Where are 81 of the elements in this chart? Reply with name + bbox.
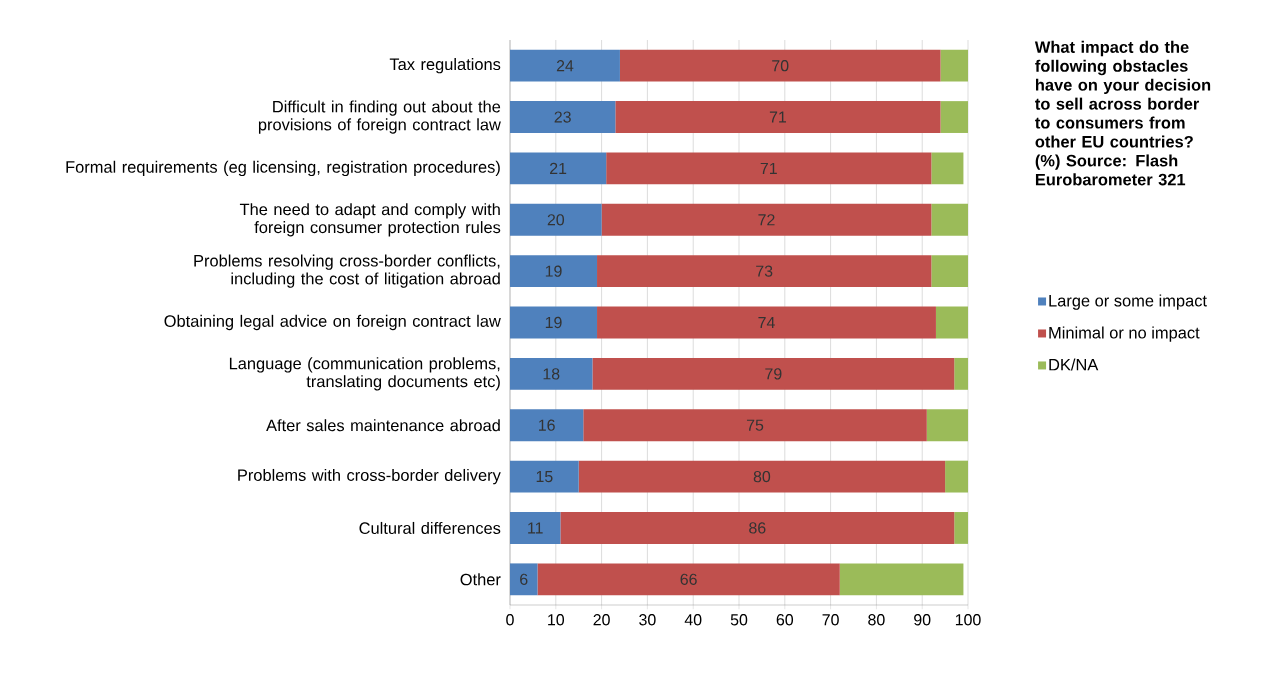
- data-label: 86: [749, 522, 766, 534]
- x-tick-label: 10: [548, 614, 565, 626]
- bar: [578, 460, 946, 493]
- bar: [954, 357, 969, 390]
- data-label: 73: [756, 265, 773, 277]
- bar: [945, 460, 969, 493]
- data-label: 24: [556, 60, 574, 72]
- data-label: 18: [543, 368, 560, 380]
- bar: [931, 152, 964, 185]
- bar: [940, 101, 969, 133]
- text: What impact do the following obstacles have on your decision to sell across border to consumers from other EU countries? (%) Source: Flash Eurobarometer 321: [1034, 40, 1211, 186]
- data-label: 71: [760, 162, 777, 174]
- bar: [510, 357, 593, 390]
- x-tick-label: 100: [955, 614, 981, 626]
- x-tick-label: 30: [639, 614, 656, 626]
- x-tick-label: 80: [868, 614, 885, 626]
- data-label: 23: [554, 111, 571, 123]
- bar: [583, 409, 927, 442]
- y-tick-label: Problems with cross-border delivery: [238, 468, 501, 485]
- data-label: 21: [550, 162, 567, 174]
- data-label: 75: [746, 419, 764, 431]
- x-tick-label: 0: [506, 614, 514, 626]
- data-label: 80: [753, 470, 771, 483]
- data-label: 16: [539, 419, 555, 431]
- bar: [510, 152, 607, 185]
- data-label: 6: [520, 573, 528, 585]
- legend-label: DK/NA: [1049, 358, 1099, 371]
- bar: [615, 101, 941, 133]
- x-tick-label: 60: [776, 614, 794, 626]
- x-tick-label: 90: [914, 614, 931, 626]
- x-tick-label: 50: [730, 614, 748, 626]
- bar: [510, 460, 579, 493]
- bar: [510, 203, 602, 236]
- y-tick-label: Tax regulations: [389, 58, 501, 74]
- bar: [560, 512, 955, 544]
- legend-label: Large or some impact: [1049, 294, 1207, 310]
- data-label: 74: [758, 317, 775, 328]
- bar: [537, 563, 840, 596]
- bar: [510, 306, 598, 339]
- y-tick-label: The need to adapt and comply with foreign consumer protection rules: [239, 203, 501, 237]
- x-tick-label: 20: [593, 614, 610, 626]
- data-label: 15: [536, 471, 553, 483]
- bar: [597, 255, 932, 288]
- y-tick-label: Obtaining legal advice on foreign contract law: [164, 314, 501, 331]
- y-tick-label: After sales maintenance abroad: [266, 419, 500, 432]
- data-label: 20: [547, 214, 565, 226]
- bar: [592, 357, 955, 390]
- bar: [510, 409, 584, 442]
- legend-label: Minimal or no impact: [1049, 326, 1200, 342]
- data-label: 19: [545, 265, 562, 277]
- data-label: 70: [772, 60, 789, 72]
- data-label: 79: [765, 368, 782, 380]
- x-tick-label: 70: [822, 614, 839, 626]
- bar: [619, 49, 941, 82]
- bar: [606, 152, 932, 185]
- bar: [510, 49, 620, 82]
- x-tick-label: 40: [684, 614, 702, 626]
- bar: [510, 101, 616, 133]
- y-tick-label: Cultural differences: [359, 521, 501, 534]
- y-tick-label: Problems resolving cross-border conflicts, including the cost of litigation abroad: [194, 254, 500, 288]
- bar: [601, 203, 932, 236]
- bar: [510, 563, 538, 596]
- y-tick-label: Other: [460, 573, 501, 586]
- data-label: 66: [680, 573, 697, 585]
- data-label: 72: [758, 214, 775, 226]
- data-label: 71: [769, 111, 787, 123]
- bar: [954, 512, 969, 544]
- bar: [839, 563, 964, 596]
- bar: [940, 49, 969, 82]
- bar: [931, 203, 969, 236]
- y-tick-label: Language (communication problems, translating documents etc): [229, 357, 500, 391]
- bar: [926, 409, 969, 442]
- bar: [510, 255, 598, 288]
- bar: [931, 255, 969, 288]
- bar: [510, 512, 561, 544]
- data-label: 11: [528, 522, 543, 534]
- y-tick-label: Difficult in finding out about the provisions of foreign contract law: [258, 100, 501, 134]
- y-tick-label: Formal requirements (eg licensing, registration procedures): [66, 160, 500, 177]
- bar: [935, 306, 969, 339]
- bar: [597, 306, 936, 339]
- data-label: 19: [545, 316, 562, 329]
